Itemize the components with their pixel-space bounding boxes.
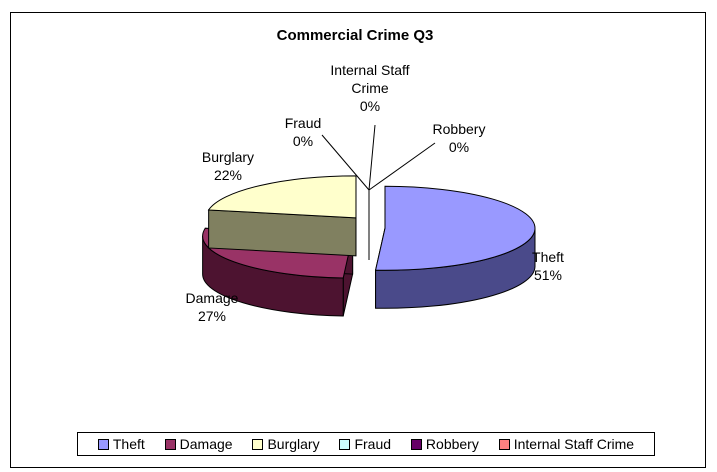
data-label-theft: Theft 51% xyxy=(532,249,564,283)
legend-swatch-damage xyxy=(164,438,176,450)
leader-line-robbery xyxy=(368,142,436,191)
legend-label-burglary: Burglary xyxy=(267,436,320,452)
legend-label-internal-staff-crime: Internal Staff Crime xyxy=(513,436,635,452)
data-label-burglary: Burglary 22% xyxy=(202,149,254,183)
pie-slices xyxy=(202,175,536,317)
slice-burglary xyxy=(207,175,357,257)
data-label-internal-staff-crime: Internal Staff Crime 0% xyxy=(330,62,409,114)
legend-swatch-burglary xyxy=(252,438,264,450)
legend-swatch-robbery xyxy=(410,438,422,450)
legend-label-robbery: Robbery xyxy=(425,436,479,452)
slice-top-theft xyxy=(374,185,536,271)
leader-line-fraud xyxy=(321,134,370,191)
slice-top-burglary xyxy=(207,175,357,219)
legend-swatch-internal-staff-crime xyxy=(498,438,510,450)
legend-item-robbery: Robbery xyxy=(410,436,479,452)
data-label-damage: Damage 27% xyxy=(186,290,239,324)
legend-label-theft: Theft xyxy=(112,436,145,452)
legend-item-internal-staff-crime: Internal Staff Crime xyxy=(498,436,635,452)
legend-item-theft: Theft xyxy=(97,436,145,452)
leader-lines xyxy=(321,124,436,260)
data-labels: Theft 51% Damage 27% Burglary 22% Fraud 0% Robbe… xyxy=(186,62,565,324)
chart-title: Commercial Crime Q3 xyxy=(277,27,434,44)
chart-frame xyxy=(10,12,706,468)
data-label-fraud: Fraud 0% xyxy=(285,115,322,149)
leader-line-internal-staff-crime xyxy=(368,124,376,191)
legend-item-burglary: Burglary xyxy=(252,436,320,452)
legend-swatch-theft xyxy=(97,438,109,450)
legend-item-fraud: Fraud xyxy=(339,436,391,452)
legend-swatch-fraud xyxy=(339,438,351,450)
legend-label-fraud: Fraud xyxy=(354,436,392,452)
legend-item-damage: Damage xyxy=(164,436,233,452)
data-label-robbery: Robbery 0% xyxy=(433,121,486,155)
slice-theft xyxy=(374,185,536,309)
legend-label-damage: Damage xyxy=(179,436,233,452)
chart-legend: Theft Damage Burglary Fraud Robbery Internal … xyxy=(77,432,655,456)
